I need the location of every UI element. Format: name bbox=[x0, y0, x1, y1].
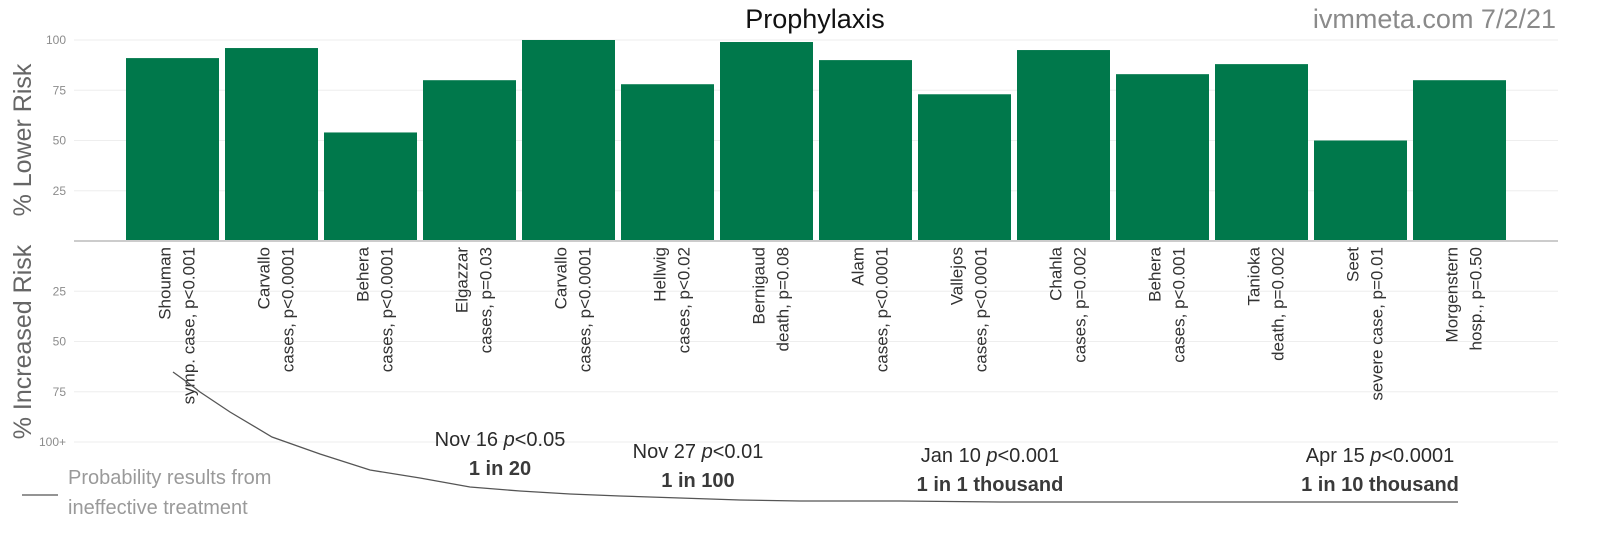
category-name: Vallejos bbox=[948, 247, 967, 305]
milestone-odds: 1 in 20 bbox=[469, 458, 531, 480]
category-detail: symp. case, p<0.001 bbox=[180, 247, 199, 404]
category-detail: cases, p<0.001 bbox=[1170, 247, 1189, 363]
y-tick-upper: 50 bbox=[53, 134, 67, 148]
bar-shouman bbox=[126, 58, 219, 242]
category-detail: cases, p<0.0001 bbox=[279, 247, 298, 372]
bar-bernigaud bbox=[720, 42, 813, 242]
probability-curve bbox=[172, 371, 1458, 503]
milestone-annotations: Nov 16 p<0.05 1 in 20 Nov 27 p<0.01 1 in 10… bbox=[435, 429, 1459, 496]
category-name: Hellwig bbox=[651, 247, 670, 302]
milestone-odds: 1 in 1 thousand bbox=[917, 474, 1064, 496]
bar-seet bbox=[1314, 140, 1407, 241]
y-axis-label-lower: % Increased Risk bbox=[9, 244, 37, 439]
tick-labels: 100 75 50 25 25 50 75 100+ bbox=[39, 33, 66, 449]
category-name: Elgazzar bbox=[453, 247, 472, 313]
category-detail: hosp., p=0.50 bbox=[1467, 247, 1486, 351]
category-name: Behera bbox=[1146, 246, 1165, 301]
category-detail: cases, p<0.0001 bbox=[378, 247, 397, 372]
bar-tanioka bbox=[1215, 64, 1308, 242]
legend-label-line2: ineffective treatment bbox=[68, 497, 248, 519]
y-tick-upper: 75 bbox=[53, 83, 67, 97]
y-tick-upper: 100 bbox=[46, 33, 66, 47]
milestone-odds: 1 in 10 thousand bbox=[1301, 474, 1459, 496]
category-name: Alam bbox=[849, 247, 868, 286]
y-tick-lower: 100+ bbox=[39, 435, 66, 449]
bar-hellwig bbox=[621, 84, 714, 241]
category-name: Bernigaud bbox=[750, 247, 769, 325]
bar-morgenstern bbox=[1413, 80, 1506, 241]
category-name: Carvallo bbox=[552, 247, 571, 309]
milestone-date-p: Nov 16 p<0.05 bbox=[435, 429, 566, 451]
y-tick-lower: 25 bbox=[53, 284, 67, 298]
category-name: Carvallo bbox=[255, 247, 274, 309]
bar-behera bbox=[1116, 74, 1209, 241]
y-tick-lower: 50 bbox=[53, 335, 67, 349]
bar-chahla bbox=[1017, 50, 1110, 241]
category-labels: Shouman symp. case, p<0.001 Carvallo cases,… bbox=[156, 246, 1486, 404]
category-name: Shouman bbox=[156, 247, 175, 320]
bar-vallejos bbox=[918, 94, 1011, 242]
category-detail: cases, p<0.0001 bbox=[873, 247, 892, 372]
category-detail: death, p=0.08 bbox=[774, 247, 793, 351]
y-axis-label-upper: % Lower Risk bbox=[9, 63, 37, 216]
milestone-date-p: Jan 10 p<0.001 bbox=[921, 445, 1059, 467]
bars-group bbox=[126, 40, 1506, 242]
watermark-text: ivmmeta.com 7/2/21 bbox=[1313, 4, 1556, 34]
grid-lines bbox=[74, 39, 1558, 443]
bar-carvallo bbox=[225, 48, 318, 241]
bar-elgazzar bbox=[423, 80, 516, 241]
y-tick-lower: 75 bbox=[53, 385, 67, 399]
bar-behera bbox=[324, 132, 417, 241]
category-detail: cases, p<0.0001 bbox=[576, 247, 595, 372]
milestone-date-p: Apr 15 p<0.0001 bbox=[1306, 445, 1454, 467]
category-detail: cases, p<0.0001 bbox=[972, 247, 991, 372]
category-detail: cases, p=0.03 bbox=[477, 247, 496, 353]
category-name: Morgenstern bbox=[1443, 247, 1462, 342]
category-detail: severe case, p=0.01 bbox=[1368, 247, 1387, 401]
category-detail: death, p=0.002 bbox=[1269, 247, 1288, 361]
y-tick-upper: 25 bbox=[53, 184, 67, 198]
category-detail: cases, p=0.002 bbox=[1071, 247, 1090, 363]
category-name: Behera bbox=[354, 246, 373, 301]
category-detail: cases, p<0.02 bbox=[675, 247, 694, 353]
category-name: Seet bbox=[1344, 247, 1363, 282]
bar-alam bbox=[819, 60, 912, 241]
bar-carvallo bbox=[522, 40, 615, 241]
milestone-odds: 1 in 100 bbox=[661, 470, 734, 492]
category-name: Chahla bbox=[1047, 246, 1066, 300]
category-name: Tanioka bbox=[1245, 246, 1264, 305]
milestone-date-p: Nov 27 p<0.01 bbox=[633, 441, 764, 463]
chart-title: Prophylaxis bbox=[745, 4, 885, 34]
legend-label-line1: Probability results from bbox=[68, 467, 271, 489]
